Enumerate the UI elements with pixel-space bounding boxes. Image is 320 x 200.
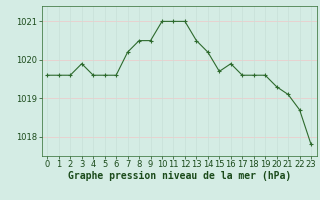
X-axis label: Graphe pression niveau de la mer (hPa): Graphe pression niveau de la mer (hPa) [68,171,291,181]
